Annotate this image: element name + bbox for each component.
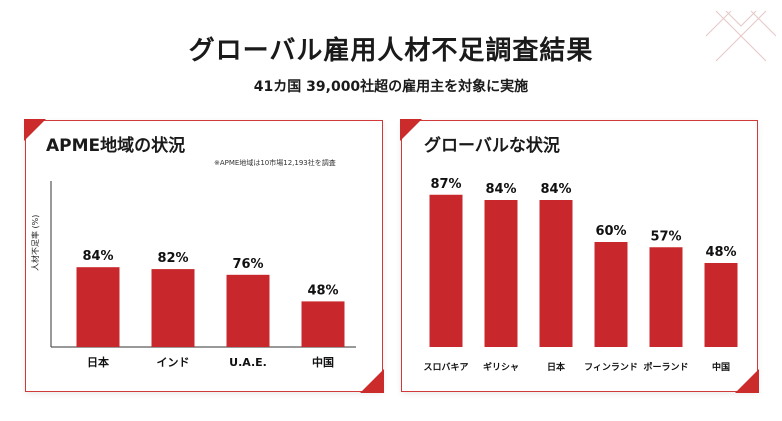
category-tick-label: 中国	[312, 355, 334, 369]
category-tick-label: インド	[157, 356, 190, 369]
bar-value-label: 76%	[232, 257, 263, 272]
corner-accent	[735, 369, 759, 393]
bar	[301, 301, 345, 347]
bar-value-label: 48%	[307, 283, 338, 298]
bar-value-label: 57%	[650, 229, 681, 244]
bar-value-label: 84%	[540, 182, 571, 197]
bar-value-label: 87%	[430, 177, 461, 192]
bar-value-label: 84%	[485, 182, 516, 197]
bar	[429, 194, 463, 347]
bar	[226, 274, 270, 347]
corner-accent	[24, 119, 46, 141]
category-tick-label: 中国	[712, 361, 730, 373]
apme-chart-panel: APME地域の状況 ※APME地域は10市場12,193社を調査 人材不足率 (…	[24, 119, 384, 393]
corner-accent	[400, 119, 422, 141]
global-bar-chart: 87% スロバキア 84% ギリシャ 84% 日本 60% フィンランド 57% ポーランド 48%…	[423, 177, 738, 373]
bar-value-label: 48%	[705, 245, 736, 260]
category-tick-label: 日本	[547, 361, 566, 373]
bar-value-label: 82%	[157, 251, 188, 266]
category-tick-label: ギリシャ	[483, 361, 519, 373]
category-tick-label: 日本	[87, 355, 109, 369]
bar	[76, 267, 120, 347]
category-tick-label: フィンランド	[584, 362, 638, 373]
global-chart-panel: グローバルな状況 87% スロバキア 84% ギリシャ 84% 日本 60% フィンランド 57…	[400, 119, 759, 393]
apme-bar-chart: 84% 日本 82% インド 76% U.A.E. 48% 中国	[50, 181, 356, 369]
bar-value-label: 84%	[82, 249, 113, 264]
global-chart-title: グローバルな状況	[424, 136, 560, 156]
apme-chart-title: APME地域の状況	[46, 136, 186, 156]
category-tick-label: U.A.E.	[229, 356, 267, 369]
page-subtitle: 41カ国 39,000社超の雇用主を対象に実施	[253, 79, 529, 95]
bar	[704, 263, 738, 347]
bar	[151, 269, 195, 347]
page-title: グローバル雇用人材不足調査結果	[188, 36, 594, 66]
bar	[539, 200, 573, 347]
bar-value-label: 60%	[595, 224, 626, 239]
corner-accent	[360, 369, 384, 393]
bar	[484, 200, 518, 347]
bar	[649, 247, 683, 347]
category-tick-label: ポーランド	[643, 361, 688, 373]
category-tick-label: スロバキア	[423, 362, 468, 373]
apme-chart-note: ※APME地域は10市場12,193社を調査	[214, 159, 336, 167]
decorative-lines-icon	[706, 10, 776, 62]
bar	[594, 242, 628, 347]
